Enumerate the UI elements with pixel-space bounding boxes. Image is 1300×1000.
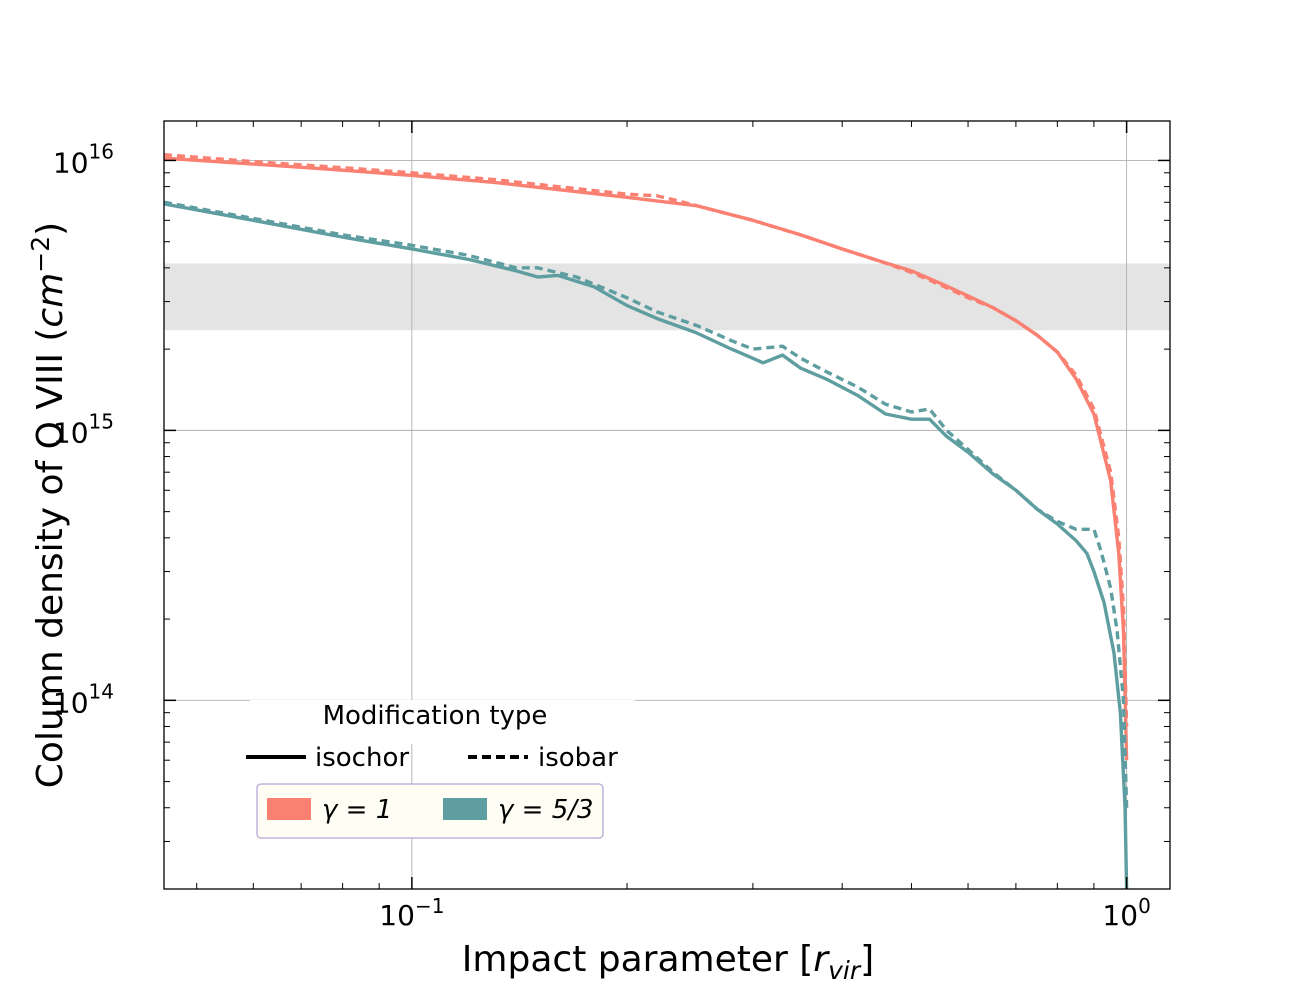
legend-isobar-label: isobar — [538, 743, 618, 773]
legend: Modification type isochor isobar γ = 1 γ… — [246, 700, 635, 839]
major-ticks — [164, 121, 1170, 889]
y-tick-label: 1014 — [53, 679, 114, 719]
legend-gamma-box — [256, 783, 604, 839]
series-line-gamma-5-3-isochor — [164, 202, 1129, 889]
legend-gamma1-swatch — [267, 798, 311, 820]
legend-isochor-label: isochor — [315, 743, 409, 773]
legend-title: Modification type — [323, 701, 548, 731]
legend-gamma53-label: γ = 5/3 — [498, 795, 594, 825]
plot-area — [164, 153, 1129, 889]
x-tick-label: 100 — [1102, 894, 1150, 932]
series-line-gamma-5-3-isobar — [164, 200, 1129, 808]
legend-gamma1-label: γ = 1 — [322, 795, 392, 825]
grid — [164, 121, 1170, 889]
series-layer — [164, 153, 1129, 889]
shaded-band-rect — [164, 263, 1170, 331]
legend-gamma53-swatch — [443, 798, 487, 820]
x-tick-label: 10−1 — [379, 894, 444, 932]
series-line-gamma-1-isobar — [164, 153, 1129, 727]
y-tick-label: 1015 — [53, 409, 114, 449]
tick-labels: 10−1 100 1014 1015 1016 — [53, 139, 1151, 932]
x-axis-label: Impact parameter [rvir] — [462, 939, 874, 985]
plot-frame — [163, 120, 1171, 890]
y-axis-label: Column density of O VIII (cm−2) — [26, 222, 71, 788]
shaded-band — [164, 263, 1170, 331]
legend-title-bg — [250, 700, 635, 744]
y-tick-label: 1016 — [53, 139, 114, 179]
series-line-gamma-1-isochor — [164, 156, 1129, 761]
minor-ticks — [164, 121, 1170, 890]
